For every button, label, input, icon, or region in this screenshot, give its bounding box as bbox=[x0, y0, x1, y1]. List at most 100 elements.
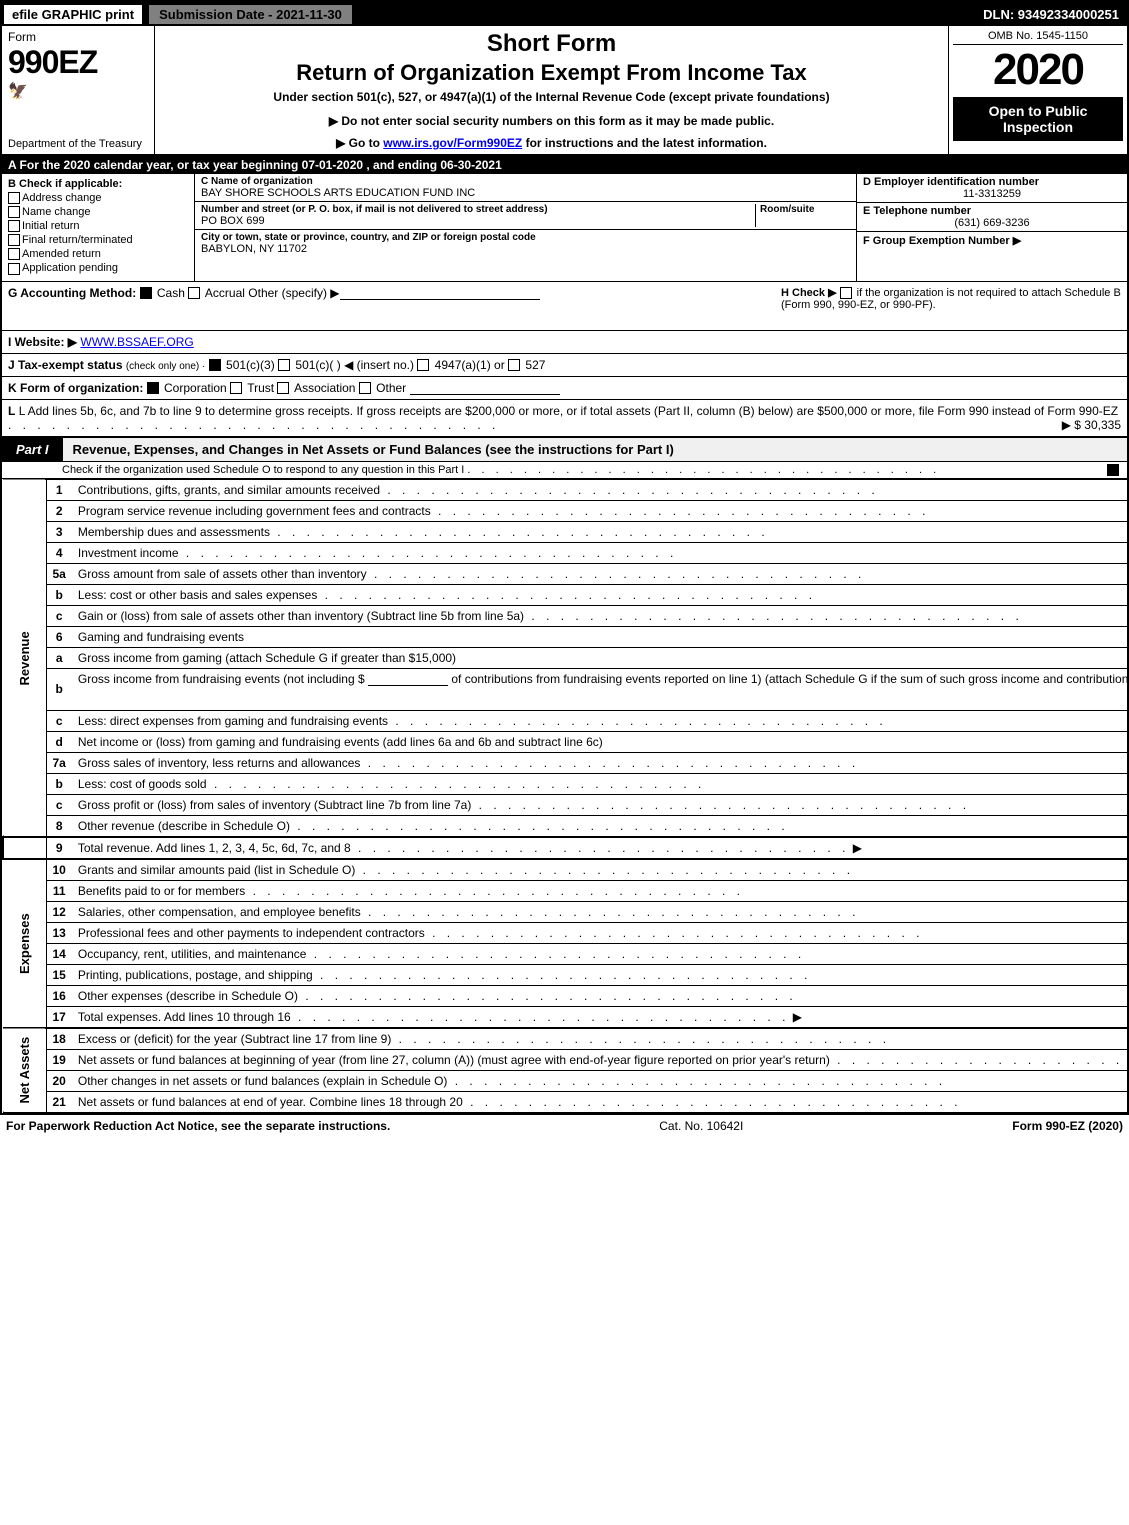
check-trust[interactable] bbox=[230, 382, 242, 394]
city-value: BABYLON, NY 11702 bbox=[201, 243, 850, 255]
table-row: 11 Benefits paid to or for members 11 bbox=[3, 880, 1129, 901]
check-amended-return[interactable]: Amended return bbox=[8, 248, 188, 260]
check-address-change[interactable]: Address change bbox=[8, 192, 188, 204]
contrib-amount-input[interactable] bbox=[368, 685, 448, 686]
netassets-label: Net Assets bbox=[3, 1028, 46, 1113]
website-link[interactable]: WWW.BSSAEF.ORG bbox=[80, 335, 193, 349]
line-g-h: G Accounting Method: Cash Accrual Other … bbox=[2, 282, 1127, 331]
table-row: Net Assets 18 Excess or (deficit) for th… bbox=[3, 1028, 1129, 1050]
j-o1: 501(c)(3) bbox=[226, 358, 275, 372]
table-row: Expenses 10 Grants and similar amounts p… bbox=[3, 859, 1129, 881]
table-row: 16 Other expenses (describe in Schedule … bbox=[3, 985, 1129, 1006]
table-row: 20 Other changes in net assets or fund b… bbox=[3, 1070, 1129, 1091]
box-def: D Employer identification number 11-3313… bbox=[856, 174, 1127, 281]
topbar: efile GRAPHIC print Submission Date - 20… bbox=[2, 2, 1127, 26]
footer-center: Cat. No. 10642I bbox=[659, 1119, 743, 1133]
l-amount: ▶ $ 30,335 bbox=[1062, 418, 1121, 432]
line-i: I Website: ▶ WWW.BSSAEF.ORG bbox=[2, 331, 1127, 354]
part-1-sub: Check if the organization used Schedule … bbox=[2, 462, 1127, 479]
check-schedule-o[interactable] bbox=[1107, 464, 1119, 476]
table-row: 3 Membership dues and assessments 3 bbox=[3, 521, 1129, 542]
box-b: B Check if applicable: Address change Na… bbox=[2, 174, 195, 281]
footer-left: For Paperwork Reduction Act Notice, see … bbox=[6, 1119, 390, 1133]
table-row: 13 Professional fees and other payments … bbox=[3, 922, 1129, 943]
table-row: c Less: direct expenses from gaming and … bbox=[3, 710, 1129, 731]
footer: For Paperwork Reduction Act Notice, see … bbox=[0, 1115, 1129, 1137]
check-527[interactable] bbox=[508, 359, 520, 371]
line-g-label: G Accounting Method: bbox=[8, 286, 136, 300]
check-name-change[interactable]: Name change bbox=[8, 206, 188, 218]
check-application-pending[interactable]: Application pending bbox=[8, 262, 188, 274]
title-short-form: Short Form bbox=[163, 30, 940, 58]
irs-link[interactable]: www.irs.gov/Form990EZ bbox=[383, 136, 522, 150]
org-name-field: C Name of organization BAY SHORE SCHOOLS… bbox=[195, 174, 856, 202]
line-k: K Form of organization: Corporation Trus… bbox=[2, 377, 1127, 400]
box-d: D Employer identification number 11-3313… bbox=[857, 174, 1127, 203]
cash-label: Cash bbox=[157, 286, 185, 300]
efile-print-label[interactable]: efile GRAPHIC print bbox=[2, 3, 144, 26]
form-number: 990EZ bbox=[8, 44, 148, 81]
part-1-table: Revenue 1 Contributions, gifts, grants, … bbox=[2, 479, 1129, 1113]
part-1-title: Revenue, Expenses, and Changes in Net As… bbox=[63, 442, 674, 457]
line-j: J Tax-exempt status (check only one) · 5… bbox=[2, 354, 1127, 377]
tax-year: 2020 bbox=[953, 45, 1123, 95]
other-org-input[interactable] bbox=[410, 394, 560, 395]
room-label: Room/suite bbox=[760, 204, 850, 215]
title-return: Return of Organization Exempt From Incom… bbox=[163, 60, 940, 86]
table-row: 7a Gross sales of inventory, less return… bbox=[3, 752, 1129, 773]
form-990ez: efile GRAPHIC print Submission Date - 20… bbox=[0, 0, 1129, 1115]
check-other-org[interactable] bbox=[359, 382, 371, 394]
inspection-line2: Inspection bbox=[957, 119, 1119, 135]
check-501c[interactable] bbox=[278, 359, 290, 371]
line-l: L L Add lines 5b, 6c, and 7b to line 9 t… bbox=[2, 400, 1127, 437]
check-accrual[interactable] bbox=[188, 287, 200, 299]
check-501c3[interactable] bbox=[209, 359, 221, 371]
goto-pre: ▶ Go to bbox=[336, 136, 383, 150]
dln-number: DLN: 93492334000251 bbox=[983, 7, 1127, 22]
table-row: 2 Program service revenue including gove… bbox=[3, 500, 1129, 521]
eagle-icon: 🦅 bbox=[8, 81, 148, 101]
part-1-label: Part I bbox=[2, 438, 63, 461]
city-label: City or town, state or province, country… bbox=[201, 232, 850, 243]
check-association[interactable] bbox=[277, 382, 289, 394]
org-info-block: B Check if applicable: Address change Na… bbox=[2, 174, 1127, 282]
omb-number: OMB No. 1545-1150 bbox=[953, 30, 1123, 45]
check-h[interactable] bbox=[840, 287, 852, 299]
department-label: Department of the Treasury bbox=[8, 138, 142, 150]
phone-label: E Telephone number bbox=[863, 205, 1121, 217]
table-row: 4 Investment income 4 167 bbox=[3, 542, 1129, 563]
j-sub: (check only one) · bbox=[126, 361, 205, 372]
header-left: Form 990EZ 🦅 Department of the Treasury bbox=[2, 26, 155, 154]
check-4947[interactable] bbox=[417, 359, 429, 371]
line-num: 1 bbox=[46, 479, 72, 500]
expenses-label: Expenses bbox=[3, 859, 46, 1028]
header-center: Short Form Return of Organization Exempt… bbox=[155, 26, 948, 154]
check-cash[interactable] bbox=[140, 287, 152, 299]
check-final-return[interactable]: Final return/terminated bbox=[8, 234, 188, 246]
website-label: I Website: ▶ bbox=[8, 335, 77, 349]
table-row: 9 Total revenue. Add lines 1, 2, 3, 4, 5… bbox=[3, 837, 1129, 859]
other-specify-input[interactable] bbox=[340, 299, 540, 300]
j-label: J Tax-exempt status bbox=[8, 358, 123, 372]
street-label: Number and street (or P. O. box, if mail… bbox=[201, 204, 755, 215]
ssn-warning: ▶ Do not enter social security numbers o… bbox=[163, 114, 940, 128]
ein-value: 11-3313259 bbox=[863, 188, 1121, 200]
table-row: c Gross profit or (loss) from sales of i… bbox=[3, 794, 1129, 815]
header-right: OMB No. 1545-1150 2020 Open to Public In… bbox=[948, 26, 1127, 154]
check-corporation[interactable] bbox=[147, 382, 159, 394]
other-label: Other (specify) ▶ bbox=[248, 286, 339, 300]
open-inspection: Open to Public Inspection bbox=[953, 97, 1123, 141]
group-exemption-label: F Group Exemption Number ▶ bbox=[863, 235, 1021, 247]
l-text: L Add lines 5b, 6c, and 7b to line 9 to … bbox=[19, 404, 1118, 418]
phone-value: (631) 669-3236 bbox=[863, 217, 1121, 229]
submission-date: Submission Date - 2021-11-30 bbox=[148, 4, 353, 25]
j-o3: 4947(a)(1) or bbox=[435, 358, 505, 372]
table-row: c Gain or (loss) from sale of assets oth… bbox=[3, 605, 1129, 626]
check-initial-return[interactable]: Initial return bbox=[8, 220, 188, 232]
table-row: b Less: cost of goods sold 7b bbox=[3, 773, 1129, 794]
inspection-line1: Open to Public bbox=[957, 103, 1119, 119]
k-label: K Form of organization: bbox=[8, 381, 143, 395]
j-o2: 501(c)( ) ◀ (insert no.) bbox=[295, 358, 414, 372]
table-row: Revenue 1 Contributions, gifts, grants, … bbox=[3, 479, 1129, 500]
table-row: 14 Occupancy, rent, utilities, and maint… bbox=[3, 943, 1129, 964]
